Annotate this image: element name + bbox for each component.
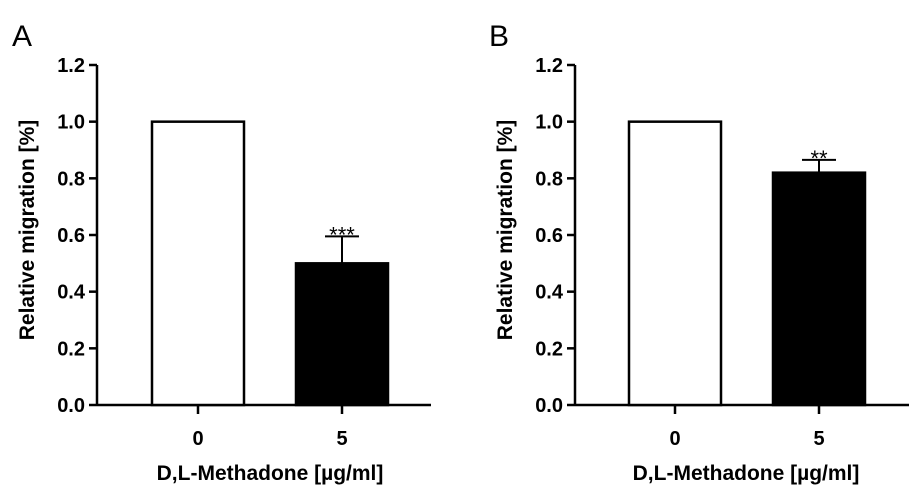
x-tick-label: 5 xyxy=(813,428,824,450)
panel-label: A xyxy=(12,20,32,53)
x-tick-label: 0 xyxy=(669,428,680,450)
y-tick-label: 1.0 xyxy=(57,112,85,134)
y-tick-label: 1.2 xyxy=(535,55,563,77)
y-tick-label: 0.0 xyxy=(57,395,85,417)
y-tick-label: 0.6 xyxy=(535,225,563,247)
panel-label: B xyxy=(489,20,509,53)
y-tick-label: 1.2 xyxy=(57,55,85,77)
bar xyxy=(771,171,867,407)
y-tick-label: 1.0 xyxy=(535,112,563,134)
x-axis-title: D,L-Methadone [µg/ml] xyxy=(157,462,384,485)
panel-b: B 0.0 0.2 0.4 0.6 0.8 1.0 1.2 0 ** 5 D,L-Methadone … xyxy=(489,20,909,485)
y-tick-label: 0.4 xyxy=(57,282,86,304)
x-axis-title: D,L-Methadone [µg/ml] xyxy=(633,462,860,485)
significance-label: *** xyxy=(329,222,355,247)
significance-label: ** xyxy=(810,146,828,171)
y-tick-label: 0.8 xyxy=(57,168,85,190)
y-axis-title: Relative migration [%] xyxy=(494,120,517,341)
y-tick-label: 0.2 xyxy=(535,338,563,360)
bar xyxy=(627,120,723,407)
y-tick-label: 0.8 xyxy=(535,168,563,190)
panel-a: A 0.0 0.2 0.4 0.6 0.8 1.0 1.2 0 *** 5 D,L-Methadone… xyxy=(12,20,431,485)
x-tick-label: 5 xyxy=(336,428,347,450)
y-tick-label: 0.0 xyxy=(535,395,563,417)
bar xyxy=(294,262,390,407)
y-axis-title: Relative migration [%] xyxy=(16,120,39,341)
y-tick-label: 0.2 xyxy=(57,338,85,360)
y-tick-label: 0.4 xyxy=(535,282,564,304)
x-tick-label: 0 xyxy=(192,428,203,450)
bar xyxy=(150,120,246,407)
y-tick-label: 0.6 xyxy=(57,225,85,247)
